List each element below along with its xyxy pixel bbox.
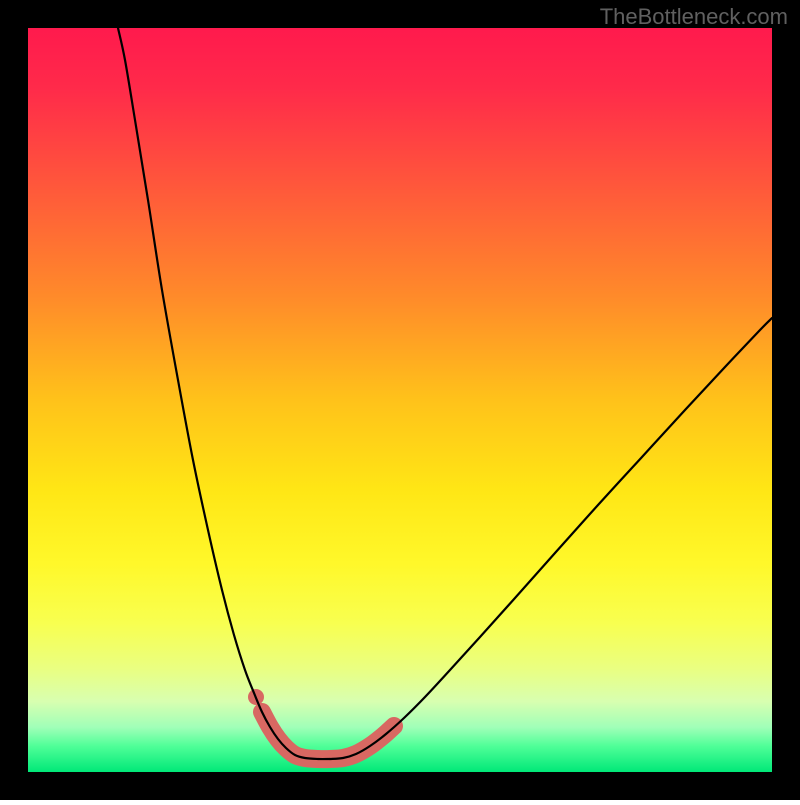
watermark-text: TheBottleneck.com xyxy=(600,4,788,30)
bottleneck-curve-chart xyxy=(0,0,800,800)
gradient-background xyxy=(28,28,772,772)
chart-svg xyxy=(0,0,800,800)
